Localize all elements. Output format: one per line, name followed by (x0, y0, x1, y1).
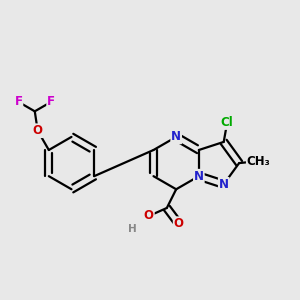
Text: CH₃: CH₃ (247, 154, 271, 168)
Text: F: F (14, 95, 22, 108)
Text: O: O (174, 217, 184, 230)
Text: O: O (33, 124, 43, 137)
Text: N: N (171, 130, 181, 143)
Text: N: N (194, 170, 204, 183)
Text: O: O (144, 209, 154, 223)
Text: F: F (47, 95, 55, 108)
Text: Cl: Cl (221, 116, 233, 129)
Text: N: N (219, 178, 229, 191)
Text: H: H (128, 224, 137, 234)
